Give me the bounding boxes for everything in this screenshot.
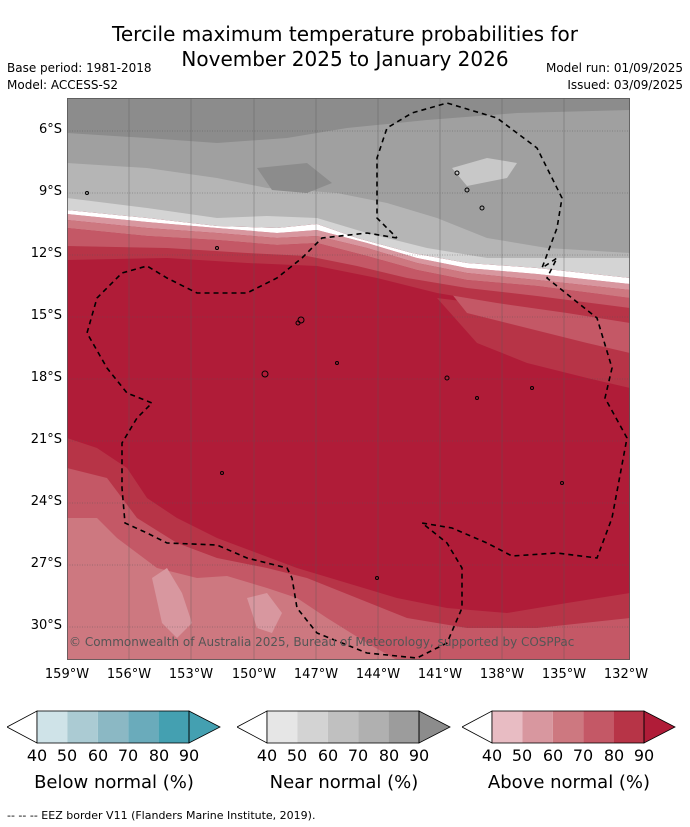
colorbar-below [6,710,221,744]
map-title: Tercile maximum temperature probabilitie… [0,22,690,72]
legend-below-normal: 40 50 60 70 80 90 Below normal (%) [6,710,222,800]
region-above-50-north [67,214,630,290]
lon-label: 156°W [106,667,152,682]
region-above-50-patch-2 [247,593,282,633]
legend-tick: 80 [603,746,625,765]
tercile-boundary [67,210,630,284]
lat-label: 12°S [30,246,62,261]
legend-tick: 60 [542,746,564,765]
legend-caption: Above normal (%) [487,772,651,793]
eez-borders [86,102,628,659]
colorbar-above [461,710,676,744]
lat-label: 18°S [30,370,62,385]
legend-tick: 40 [481,746,503,765]
title-line-1: Tercile maximum temperature probabilitie… [112,22,578,46]
legend-tick: 90 [633,746,655,765]
title-line-2: November 2025 to January 2026 [181,47,509,71]
legend-tick: 80 [378,746,400,765]
legend-tick: 40 [26,746,48,765]
model-name: Model: ACCESS-S2 [7,78,119,92]
probability-map: © Commonwealth of Australia 2025, Bureau… [67,98,630,660]
lat-label: 27°S [30,556,62,571]
lon-label: 132°W [603,667,649,682]
legend-tick: 50 [511,746,533,765]
lat-label: 15°S [30,308,62,323]
model-run: Model run: 01/09/2025 [545,61,683,75]
meta-left: Base period: 1981-2018 Model: ACCESS-S2 [7,60,152,94]
lon-label: 147°W [293,667,339,682]
region-above-60-north [67,220,630,298]
legend-above-normal: 40 50 60 70 80 90 Above normal (%) [461,710,677,800]
colorbar-near [236,710,451,744]
legend-caption: Below normal (%) [34,772,194,793]
legend-tick: 90 [178,746,200,765]
region-above-70-east [447,288,630,353]
legend-caption: Near normal (%) [269,772,419,793]
legend-tick: 70 [117,746,139,765]
lon-label: 144°W [355,667,401,682]
legend-tick: 50 [286,746,308,765]
eez-footnote: -- -- -- EEZ border V11 (Flanders Marine… [7,809,316,822]
lon-label: 159°W [44,667,90,682]
region-above-50-patch-1 [152,568,192,638]
islands [85,170,564,580]
region-near-50-patch [452,158,517,186]
lon-label: 153°W [168,667,214,682]
legend-tick: 50 [56,746,78,765]
legend-tick: 70 [347,746,369,765]
lon-label: 135°W [541,667,587,682]
legend-tick: 60 [317,746,339,765]
lat-label: 21°S [30,432,62,447]
region-above-60-south [67,518,397,660]
region-above-70-north [67,228,630,308]
legend-near-normal: 40 50 60 70 80 90 Near normal (%) [236,710,452,800]
lon-label: 138°W [479,667,525,682]
lon-label: 150°W [231,667,277,682]
legend-tick: 90 [408,746,430,765]
region-above-80-east [437,298,630,388]
region-near-80-patch [257,163,332,193]
meridians [128,98,565,660]
legend-tick: 40 [256,746,278,765]
base-period: Base period: 1981-2018 [7,61,152,75]
copyright-notice: © Commonwealth of Australia 2025, Bureau… [69,635,574,649]
region-near-80 [67,98,630,143]
lat-label: 30°S [30,618,62,633]
lat-label: 6°S [38,122,62,137]
legend-tick: 60 [87,746,109,765]
lon-label: 141°W [417,667,463,682]
meta-right: Model run: 01/09/2025 Issued: 03/09/2025 [546,60,683,94]
region-above-80-north [67,238,630,323]
legend-tick: 80 [148,746,170,765]
region-above-60-patch [67,568,97,618]
lat-label: 9°S [38,184,62,199]
lat-label: 24°S [30,494,62,509]
legend-tick: 70 [572,746,594,765]
issued-date: Issued: 03/09/2025 [567,78,683,92]
